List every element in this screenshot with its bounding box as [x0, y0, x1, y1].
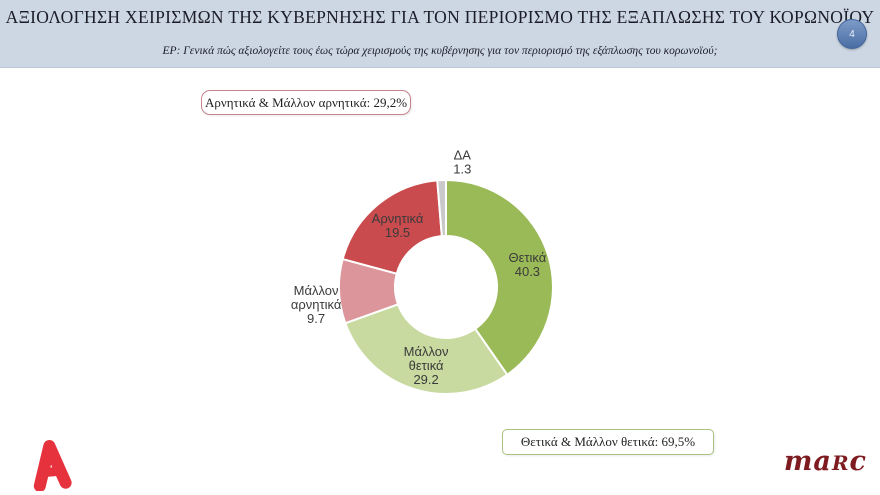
- slice-label-rather-positive: Μάλλον θετικά 29.2: [404, 344, 449, 387]
- donut-chart: Θετικά 40.3 Μάλλον θετικά 29.2 Μάλλον αρνητικά…: [270, 140, 620, 420]
- alpha-tv-logo: [28, 439, 72, 492]
- donut-slice-negative: [341, 179, 443, 275]
- negative-total-callout: Αρνητικά & Μάλλον αρνητικά: 29,2%: [201, 90, 411, 115]
- slice-label-negative: Αρνητικά 19.5: [372, 211, 424, 240]
- slice-label-no-answer: ΔΑ 1.3: [453, 148, 471, 177]
- marc-logo-smallcap-r: R: [831, 451, 850, 475]
- header-band: ΑΞΙΟΛΟΓΗΣΗ ΧΕΙΡΙΣΜΩΝ ΤΗΣ ΚΥΒΕΡΝΗΣΗΣ ΓΙΑ …: [0, 0, 880, 68]
- donut-chart-svg: Θετικά 40.3 Μάλλον θετικά 29.2 Μάλλον αρνητικά…: [291, 148, 554, 395]
- question-subtitle: ΕΡ: Γενικά πώς αξιολογείτε τους έως τώρα…: [162, 45, 718, 57]
- alpha-letter-icon: [33, 439, 72, 492]
- donut-slice-rather-positive: [344, 303, 509, 395]
- slide-title: ΑΞΙΟΛΟΓΗΣΗ ΧΕΙΡΙΣΜΩΝ ΤΗΣ ΚΥΒΕΡΝΗΣΗΣ ΓΙΑ …: [5, 7, 875, 27]
- slice-label-rather-negative: Μάλλον αρνητικά 9.7: [291, 283, 342, 326]
- marc-logo-post: c: [849, 446, 867, 477]
- slice-label-positive: Θετικά 40.3: [509, 250, 547, 279]
- marc-logo: maRc: [784, 448, 867, 475]
- donut-slice-no-answer: [436, 178, 447, 238]
- positive-total-callout: Θετικά & Μάλλον θετικά: 69,5%: [502, 429, 714, 455]
- page-number-badge: 4: [837, 19, 867, 49]
- marc-logo-pre: ma: [783, 446, 832, 477]
- donut-slice-positive: [445, 178, 554, 377]
